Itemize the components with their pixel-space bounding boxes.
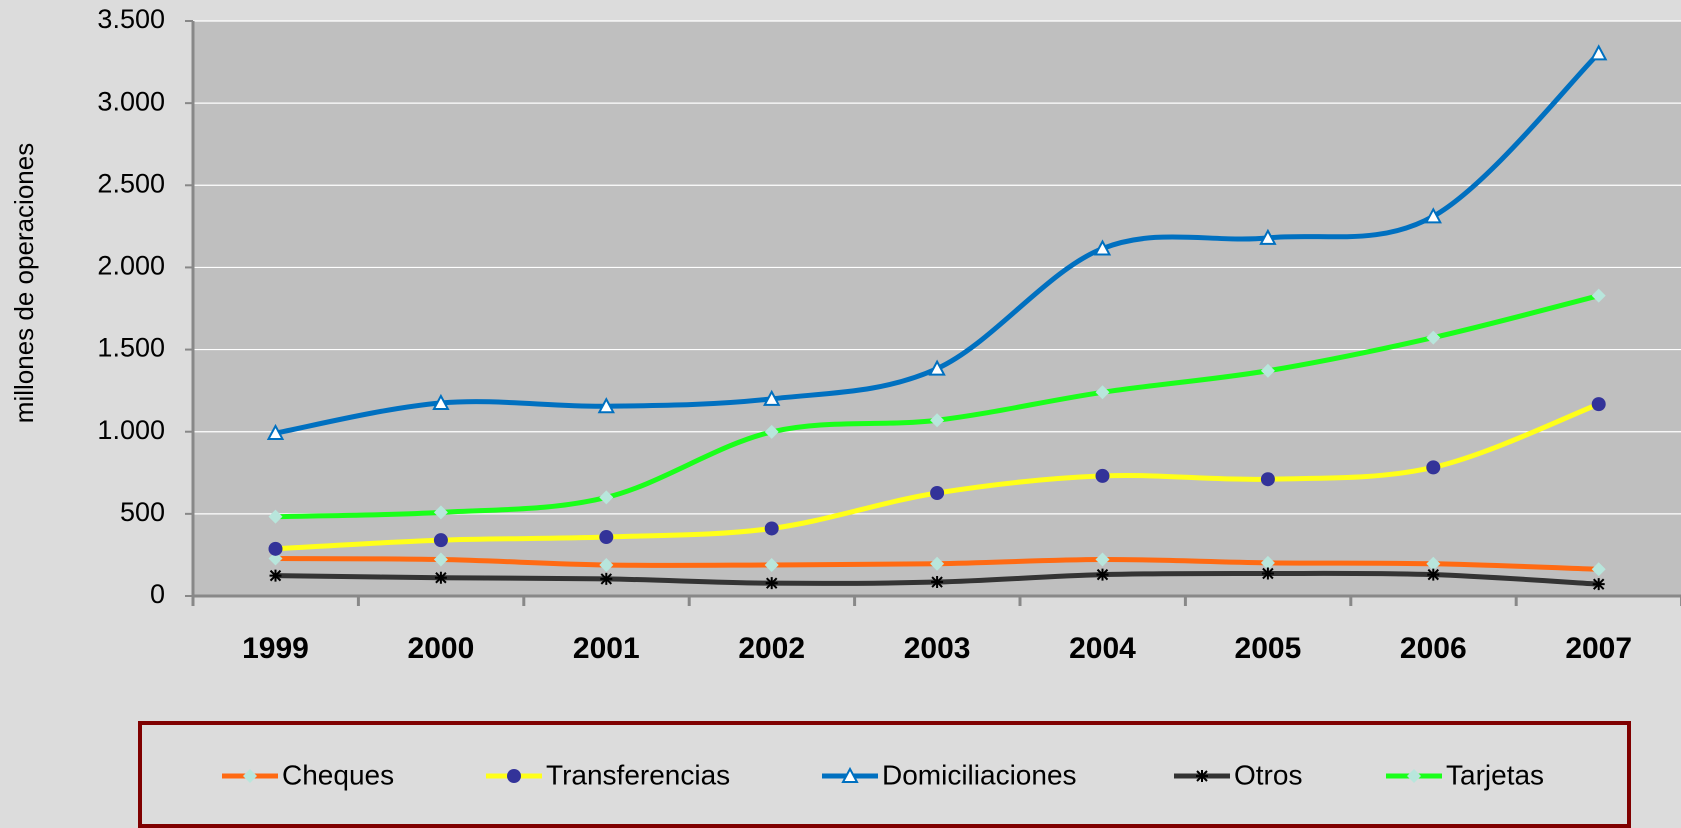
x-tick-label: 2007 [1565, 632, 1632, 665]
marker [599, 490, 614, 505]
marker [1261, 567, 1274, 580]
marker [1592, 578, 1605, 591]
x-tick-label: 2001 [573, 632, 640, 665]
marker [268, 509, 283, 524]
marker [243, 769, 257, 783]
marker [433, 533, 448, 548]
marker [1260, 555, 1275, 570]
marker [434, 571, 447, 584]
marker [763, 389, 781, 406]
marker [1260, 472, 1275, 487]
marker [432, 393, 450, 410]
legend-label: Domiciliaciones [882, 759, 1077, 790]
marker [930, 413, 945, 428]
marker [1096, 568, 1109, 581]
marker [1591, 397, 1606, 412]
marker [1196, 770, 1208, 782]
marker [597, 397, 615, 414]
marker [600, 572, 613, 585]
marker [931, 576, 944, 589]
marker [930, 556, 945, 571]
legend-label: Cheques [282, 759, 394, 790]
marker [1259, 228, 1277, 245]
marker [928, 359, 946, 376]
marker [765, 577, 778, 590]
marker [268, 541, 283, 556]
marker [1591, 562, 1606, 577]
marker [1426, 556, 1441, 571]
marker [1426, 330, 1441, 345]
y-tick-label: 1.000 [97, 415, 165, 445]
plot-area [193, 21, 1681, 596]
marker [1095, 468, 1110, 483]
y-axis-label: millones de operaciones [9, 143, 39, 423]
series-line [275, 51, 1601, 436]
marker [507, 769, 521, 783]
marker [268, 551, 283, 566]
x-tick-label: 2005 [1235, 632, 1302, 665]
marker [930, 485, 945, 500]
y-tick-label: 1.500 [97, 333, 165, 363]
marker [1095, 385, 1110, 400]
marker [433, 552, 448, 567]
x-tick-label: 2000 [408, 632, 475, 665]
marker [764, 424, 779, 439]
legend-label: Tarjetas [1446, 759, 1544, 790]
marker [1591, 288, 1606, 303]
x-tick-label: 1999 [242, 632, 309, 665]
marker [599, 530, 614, 545]
marker [269, 569, 282, 582]
legend-label: Transferencias [546, 759, 730, 790]
x-tick-label: 2002 [738, 632, 805, 665]
y-tick-label: 3.500 [97, 4, 165, 34]
legend-box [138, 721, 1631, 828]
y-tick-label: 0 [150, 579, 165, 609]
x-tick-label: 2004 [1069, 632, 1136, 665]
marker [599, 557, 614, 572]
marker [1095, 552, 1110, 567]
y-tick-label: 2.000 [97, 251, 165, 281]
marker [1427, 568, 1440, 581]
marker [433, 505, 448, 520]
y-tick-label: 3.000 [97, 86, 165, 116]
x-tick-label: 2006 [1400, 632, 1467, 665]
marker [1093, 239, 1112, 256]
x-tick-label: 2003 [904, 632, 971, 665]
marker [764, 557, 779, 572]
marker [1260, 363, 1275, 378]
marker [266, 423, 285, 441]
marker [1590, 44, 1608, 61]
marker [1426, 460, 1441, 475]
legend-label: Otros [1234, 759, 1302, 790]
marker [841, 766, 859, 783]
y-tick-label: 2.500 [97, 168, 165, 198]
marker [764, 521, 779, 536]
y-tick-label: 500 [120, 497, 165, 527]
marker [1407, 769, 1421, 783]
marker [1424, 207, 1442, 224]
